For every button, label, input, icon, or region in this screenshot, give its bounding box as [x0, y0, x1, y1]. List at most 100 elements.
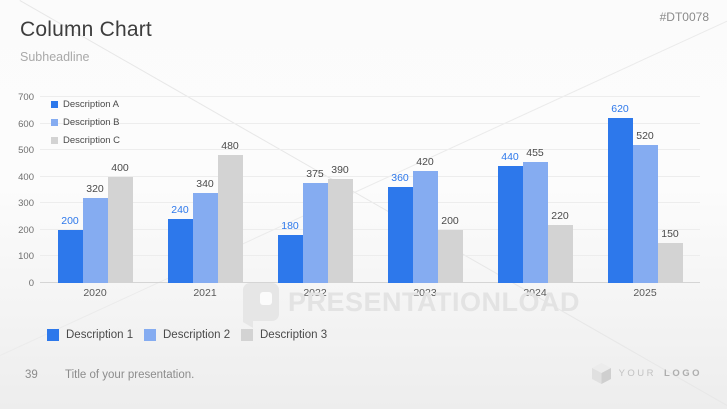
column-chart[interactable]: PRESENTATIONLOAD 0 100 200 300 400 500 600 700 …: [18, 92, 700, 328]
data-label: 220: [551, 209, 569, 222]
data-label: 420: [416, 156, 434, 169]
y-axis-tick-label: 200: [18, 224, 34, 236]
y-axis-tick-label: 700: [18, 92, 34, 103]
bottom-legend-item[interactable]: Description 2: [144, 329, 241, 341]
x-axis-label-2020: 2020: [83, 287, 107, 299]
bar-description-c-2021[interactable]: 480: [217, 140, 243, 283]
data-label: 400: [111, 161, 129, 174]
bar-group-2020: 200 320 400: [40, 97, 150, 283]
y-axis-tick-label: 400: [18, 171, 34, 183]
x-axis-label-2022: 2022: [303, 287, 327, 299]
y-axis-tick-label: 300: [18, 198, 34, 210]
data-label: 375: [306, 168, 324, 181]
template-code: #DT0078: [659, 10, 709, 24]
bar-description-b-2024[interactable]: 455: [522, 147, 548, 283]
data-label: 180: [281, 220, 299, 233]
bar-description-b-2020[interactable]: 320: [82, 183, 108, 283]
data-label: 200: [441, 214, 459, 227]
bar-description-c-2024[interactable]: 220: [547, 210, 573, 283]
x-axis-label-2025: 2025: [633, 287, 657, 299]
bar-group-2023: 360 420 200: [370, 97, 480, 283]
data-label: 150: [661, 228, 679, 241]
bar-group-2022: 180 375 390: [260, 97, 370, 283]
logo-text-your: YOUR: [618, 368, 657, 379]
bar-description-a-2021[interactable]: 240: [167, 204, 193, 283]
legend-swatch-icon: [51, 118, 58, 126]
data-label: 240: [171, 204, 189, 217]
y-axis-tick-label: 0: [28, 278, 34, 289]
bar-group-2025: 620 520 150: [590, 97, 700, 283]
bar-description-a-2025[interactable]: 620: [607, 103, 633, 283]
bar-description-c-2020[interactable]: 400: [107, 162, 133, 283]
legend-label: Description C: [63, 134, 121, 146]
data-label: 390: [331, 164, 349, 177]
x-axis-label-2021: 2021: [193, 287, 217, 299]
legend-label: Description B: [63, 116, 120, 128]
x-axis-label-2024: 2024: [523, 287, 547, 299]
bar-group-2021: 240 340 480: [150, 97, 260, 283]
legend-swatch-icon: [144, 329, 156, 341]
inner-legend-item[interactable]: Description A: [51, 95, 120, 113]
data-label: 520: [636, 129, 654, 142]
slide-title[interactable]: Column Chart: [20, 18, 152, 41]
bar-description-a-2024[interactable]: 440: [497, 151, 523, 283]
y-axis-tick-label: 500: [18, 145, 34, 157]
chart-inner-legend: Description A Description B Description C: [51, 95, 120, 149]
gridline: [40, 122, 700, 124]
data-label: 200: [61, 214, 79, 227]
inner-legend-item[interactable]: Description B: [51, 113, 120, 131]
presentationload-logo-icon: [243, 283, 279, 328]
legend-label: Description 3: [260, 329, 328, 341]
logo-placeholder[interactable]: YOUR LOGO: [591, 363, 702, 384]
bar-description-c-2022[interactable]: 390: [327, 164, 353, 283]
chart-bars: 200 320 400 240 340 480 180 375 390 360 420 200 440 4…: [40, 97, 700, 283]
gridline: [40, 282, 700, 283]
legend-label: Description A: [63, 98, 119, 110]
bar-description-a-2022[interactable]: 180: [277, 220, 303, 283]
bar-description-b-2025[interactable]: 520: [632, 130, 658, 283]
legend-label: Description 2: [163, 329, 231, 341]
inner-legend-item[interactable]: Description C: [51, 131, 120, 149]
data-label: 360: [391, 172, 409, 185]
gridline: [40, 175, 700, 177]
bottom-legend-item[interactable]: Description 1: [47, 329, 144, 341]
bar-description-a-2023[interactable]: 360: [387, 172, 413, 283]
data-label: 340: [196, 177, 214, 190]
bar-description-a-2020[interactable]: 200: [57, 215, 83, 283]
legend-swatch-icon: [51, 136, 58, 144]
data-label: 480: [221, 140, 239, 153]
slide-subtitle[interactable]: Subheadline: [20, 50, 90, 64]
data-label: 455: [526, 147, 544, 160]
gridline: [40, 149, 700, 151]
bottom-legend-item[interactable]: Description 3: [241, 329, 338, 341]
legend-swatch-icon: [51, 100, 58, 108]
bar-description-c-2025[interactable]: 150: [657, 228, 683, 283]
bar-group-2024: 440 455 220: [480, 97, 590, 283]
bar-description-b-2021[interactable]: 340: [192, 178, 218, 283]
data-label: 440: [501, 151, 519, 164]
watermark-text: PRESENTATIONLOAD: [288, 286, 581, 317]
page-number: 39: [25, 369, 38, 381]
gridline: [40, 255, 700, 257]
bar-description-c-2023[interactable]: 200: [437, 215, 463, 283]
logo-cutout: [260, 292, 272, 305]
legend-swatch-icon: [241, 329, 253, 341]
legend-swatch-icon: [47, 329, 59, 341]
bar-description-b-2022[interactable]: 375: [302, 168, 328, 283]
cube-icon: [591, 363, 611, 384]
bar-description-b-2023[interactable]: 420: [412, 156, 438, 283]
gridline: [40, 202, 700, 204]
gridline: [40, 96, 700, 97]
footer-title[interactable]: Title of your presentation.: [65, 369, 195, 381]
x-axis-label-2023: 2023: [413, 287, 437, 299]
gridline: [40, 228, 700, 230]
logo-tail: [243, 312, 253, 328]
watermark: PRESENTATIONLOAD: [243, 283, 581, 328]
y-axis-tick-label: 600: [18, 118, 34, 130]
data-label: 320: [86, 182, 104, 195]
data-label: 620: [611, 103, 629, 116]
logo-text-logo: LOGO: [664, 368, 702, 379]
y-axis-tick-label: 100: [18, 251, 34, 263]
bottom-legend: Description 1 Description 2 Description 3: [47, 329, 338, 341]
